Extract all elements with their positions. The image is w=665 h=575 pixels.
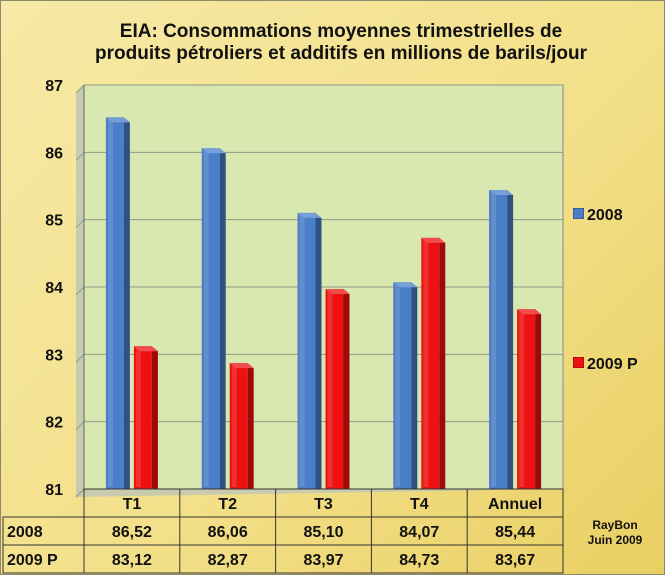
bar-2009p-t3 — [325, 289, 350, 489]
y-tick-label: 86 — [45, 145, 63, 162]
x-category-label: T3 — [314, 496, 333, 513]
bar-highlight — [299, 214, 305, 487]
table-row — [2, 544, 564, 574]
bar-2009p-t1 — [133, 346, 158, 489]
table-value: 86,06 — [208, 524, 248, 541]
legend-label-2008: 2008 — [587, 207, 623, 224]
bar-side — [219, 148, 226, 489]
chart-title-line-2: produits pétroliers et additifs en milli… — [95, 43, 587, 64]
author-name: RayBon — [592, 518, 638, 532]
bar-side — [123, 117, 130, 489]
bar-highlight — [327, 291, 333, 487]
table-value: 85,44 — [495, 524, 535, 541]
chart-title-line-1: EIA: Consommations moyennes trimestriell… — [119, 21, 563, 42]
bar-2009p-t2 — [229, 363, 254, 489]
bar-2009p-annuel — [517, 309, 542, 489]
table-value: 84,07 — [399, 524, 439, 541]
x-category-label: Annuel — [488, 496, 542, 513]
legend-item-2009p: 2009 P — [573, 356, 638, 374]
y-tick-label: 84 — [45, 280, 63, 297]
gridline-depth — [75, 84, 85, 94]
bar-2008-t4 — [393, 282, 418, 489]
author-credit: RayBon Juin 2009 — [575, 518, 655, 548]
bar-highlight — [423, 239, 429, 487]
table-series-label: 2009 P — [7, 552, 58, 569]
legend-item-2008: 2008 — [573, 207, 623, 225]
table-value: 85,10 — [303, 524, 343, 541]
bar-highlight — [491, 192, 497, 488]
y-tick-label: 85 — [45, 213, 63, 230]
bar-2008-t2 — [201, 148, 226, 489]
y-tick-label: 87 — [45, 78, 63, 95]
chart-title: EIA: Consommations moyennes trimestriell… — [41, 21, 641, 65]
gridline-depth — [75, 219, 85, 229]
bar-highlight — [107, 119, 113, 487]
bar-side — [535, 309, 542, 489]
table-value: 84,73 — [399, 552, 439, 569]
bar-2009p-t4 — [421, 237, 446, 489]
bar-side — [315, 212, 322, 489]
table-value: 82,87 — [208, 552, 248, 569]
table-value: 83,12 — [112, 552, 152, 569]
bar-2008-t1 — [105, 117, 130, 489]
table-value: 83,97 — [303, 552, 343, 569]
gridline-depth — [75, 488, 85, 498]
bar-2008-t3 — [297, 212, 322, 489]
y-tick-label: 82 — [45, 415, 63, 432]
gridline-depth — [75, 353, 85, 363]
table-row — [2, 516, 564, 546]
bar-side — [151, 346, 158, 489]
legend-label-2009p: 2009 P — [587, 356, 638, 373]
bar-highlight — [231, 365, 237, 487]
table-value: 83,67 — [495, 552, 535, 569]
bar-side — [507, 190, 514, 490]
bar-highlight — [519, 311, 525, 487]
bar-2008-annuel — [489, 190, 514, 490]
bar-side — [343, 289, 350, 489]
bar-highlight — [203, 150, 209, 487]
table-value: 86,52 — [112, 524, 152, 541]
x-category-label: T4 — [410, 496, 429, 513]
bar-side — [411, 282, 418, 489]
bar-highlight — [135, 348, 141, 487]
y-tick-label: 81 — [45, 482, 63, 499]
y-tick-label: 83 — [45, 347, 63, 364]
bar-side — [247, 363, 254, 489]
gridline-depth — [75, 421, 85, 431]
author-date: Juin 2009 — [587, 533, 643, 547]
table-series-label: 2008 — [7, 524, 43, 541]
gridline-depth — [75, 286, 85, 296]
bar-highlight — [395, 284, 401, 487]
x-category-label: T1 — [123, 496, 142, 513]
legend-swatch-2009p — [573, 357, 584, 368]
gridline-depth — [75, 151, 85, 161]
x-category-label: T2 — [218, 496, 237, 513]
bar-side — [439, 237, 446, 489]
legend-swatch-2008 — [573, 208, 584, 219]
